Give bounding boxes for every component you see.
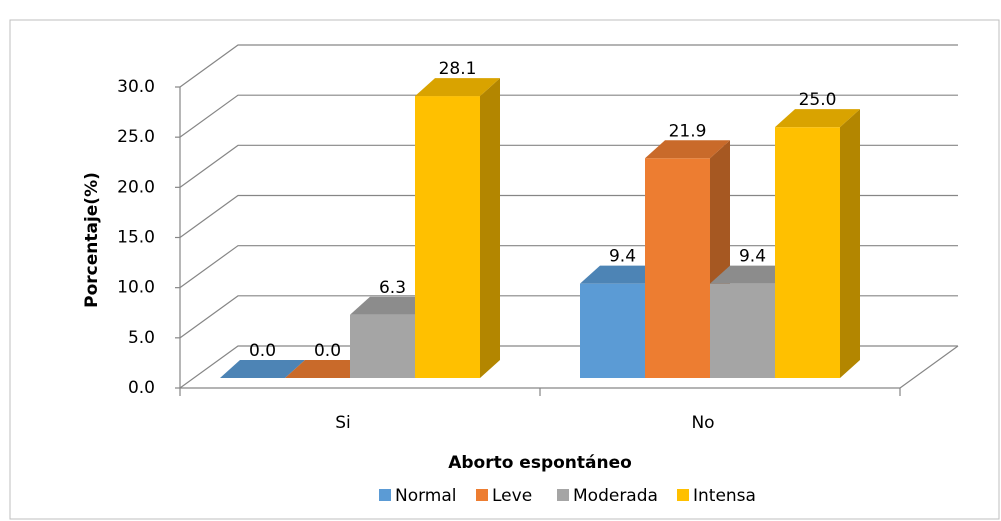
legend-label: Intensa bbox=[693, 486, 756, 506]
y-tick-label: 5.0 bbox=[128, 328, 155, 348]
bar-side bbox=[480, 78, 500, 379]
data-label: 9.4 bbox=[739, 247, 766, 267]
x-tick-label: Si bbox=[335, 413, 351, 433]
bar-front bbox=[710, 283, 775, 378]
data-label: 0.0 bbox=[249, 341, 276, 361]
legend-swatch bbox=[476, 489, 488, 501]
bar-front bbox=[415, 96, 480, 379]
bar-top bbox=[775, 109, 860, 128]
grid-line bbox=[179, 44, 958, 88]
y-axis-title: Porcentaje(%) bbox=[82, 172, 102, 308]
y-tick-label: 30.0 bbox=[117, 77, 155, 97]
bar-top bbox=[350, 296, 435, 315]
data-label: 28.1 bbox=[439, 59, 477, 79]
bar-top bbox=[580, 265, 665, 284]
legend-label: Leve bbox=[492, 486, 532, 506]
data-label: 21.9 bbox=[669, 121, 707, 141]
bar-top bbox=[285, 360, 370, 378]
y-tick-label: 0.0 bbox=[128, 378, 155, 398]
x-tick-label: No bbox=[691, 413, 714, 433]
data-label: 9.4 bbox=[609, 247, 636, 267]
y-tick-label: 10.0 bbox=[117, 278, 155, 298]
bar-front bbox=[350, 314, 415, 378]
bar-top bbox=[220, 360, 305, 378]
y-tick-label: 15.0 bbox=[117, 228, 155, 248]
grid-line bbox=[179, 94, 958, 138]
data-label: 6.3 bbox=[379, 278, 406, 298]
bar-front bbox=[645, 158, 710, 378]
y-tick-label: 20.0 bbox=[117, 177, 155, 197]
legend-swatch bbox=[557, 489, 569, 501]
bar-top bbox=[415, 78, 500, 97]
data-label: 0.0 bbox=[314, 341, 341, 361]
legend-label: Normal bbox=[395, 486, 457, 506]
bar-front bbox=[580, 283, 645, 378]
legend-label: Moderada bbox=[573, 486, 658, 506]
bar-top bbox=[710, 265, 795, 284]
bar-side bbox=[840, 109, 860, 379]
data-label: 25.0 bbox=[799, 90, 837, 110]
legend-swatch bbox=[677, 489, 689, 501]
bar-front bbox=[775, 127, 840, 379]
bar-top bbox=[645, 140, 730, 159]
legend-swatch bbox=[379, 489, 391, 501]
y-tick-label: 25.0 bbox=[117, 127, 155, 147]
x-axis-title: Aborto espontáneo bbox=[448, 453, 632, 473]
